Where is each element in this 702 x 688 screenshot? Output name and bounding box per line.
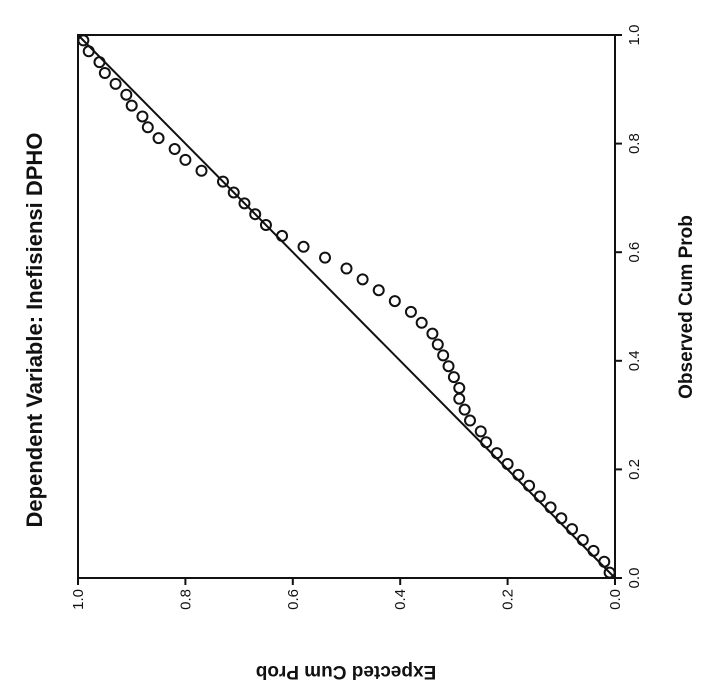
point — [179, 153, 192, 166]
point — [120, 88, 133, 101]
point — [523, 479, 536, 492]
point — [480, 436, 493, 449]
point — [141, 121, 154, 134]
point — [587, 544, 600, 557]
point — [464, 414, 477, 427]
point — [501, 457, 514, 470]
x-tick-label: 0.0 — [626, 568, 643, 589]
y-tick-label: 0.4 — [392, 589, 409, 610]
point — [458, 403, 471, 416]
point — [319, 251, 332, 264]
point — [447, 371, 460, 384]
chart-title: Dependent Variable: Inefisiensi DPHO — [22, 133, 47, 528]
point — [415, 316, 428, 329]
point — [297, 240, 310, 253]
point — [98, 67, 111, 80]
x-tick-label: 0.2 — [626, 459, 643, 480]
point — [474, 425, 487, 438]
point — [259, 219, 272, 232]
point — [195, 164, 208, 177]
point — [168, 143, 181, 156]
point — [356, 273, 369, 286]
point — [512, 468, 525, 481]
point — [82, 45, 95, 58]
point — [125, 99, 138, 112]
point — [372, 284, 385, 297]
point — [603, 566, 616, 579]
point — [566, 523, 579, 536]
x-tick-label: 0.4 — [626, 350, 643, 371]
point — [490, 447, 503, 460]
x-tick-label: 0.6 — [626, 242, 643, 263]
point — [238, 197, 251, 210]
point — [453, 392, 466, 405]
y-axis-title: Expected Cum Prob — [256, 661, 437, 682]
rotated-plot: Dependent Variable: Inefisiensi DPHO Obs… — [22, 25, 697, 682]
point — [426, 327, 439, 340]
point — [93, 56, 106, 69]
reference-line — [77, 34, 616, 579]
y-tick-label: 0.2 — [500, 589, 517, 610]
point — [216, 175, 229, 188]
y-tick-label: 0.0 — [607, 589, 624, 610]
point — [442, 360, 455, 373]
point — [404, 305, 417, 318]
point — [555, 512, 568, 525]
point — [227, 186, 240, 199]
point — [544, 501, 557, 514]
point — [431, 338, 444, 351]
point — [136, 110, 149, 123]
point — [77, 34, 90, 47]
y-tick-label: 0.6 — [285, 589, 302, 610]
point — [453, 381, 466, 394]
point — [388, 295, 401, 308]
point — [109, 77, 122, 90]
y-tick-label: 0.8 — [177, 589, 194, 610]
point — [249, 208, 262, 221]
plot-frame — [77, 34, 616, 579]
x-tick-label: 0.8 — [626, 133, 643, 154]
point — [533, 490, 546, 503]
y-tick-label: 1.0 — [70, 589, 87, 610]
point — [276, 229, 289, 242]
point — [340, 262, 353, 275]
x-tick-label: 1.0 — [626, 25, 643, 46]
x-axis-title: Observed Cum Prob — [676, 215, 697, 399]
point — [576, 533, 589, 546]
point — [598, 555, 611, 568]
point — [152, 132, 165, 145]
point — [437, 349, 450, 362]
